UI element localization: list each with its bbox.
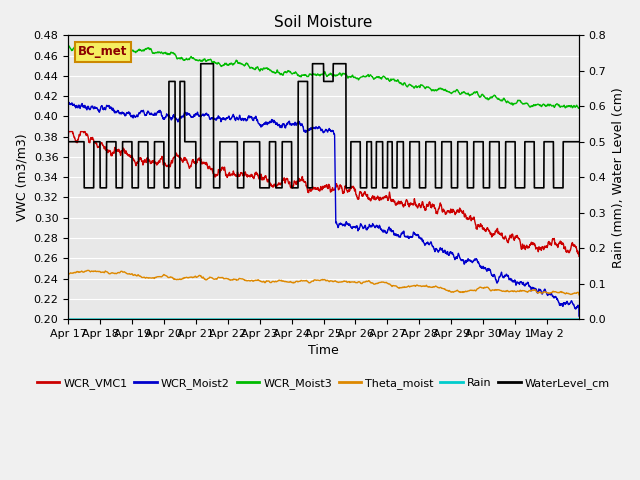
X-axis label: Time: Time [308,344,339,357]
Y-axis label: Rain (mm), Water Level (cm): Rain (mm), Water Level (cm) [612,87,625,267]
Title: Soil Moisture: Soil Moisture [275,15,372,30]
Y-axis label: VWC (m3/m3): VWC (m3/m3) [15,133,28,221]
Legend: WCR_VMC1, WCR_Moist2, WCR_Moist3, Theta_moist, Rain, WaterLevel_cm: WCR_VMC1, WCR_Moist2, WCR_Moist3, Theta_… [33,373,614,393]
Text: BC_met: BC_met [78,45,128,58]
